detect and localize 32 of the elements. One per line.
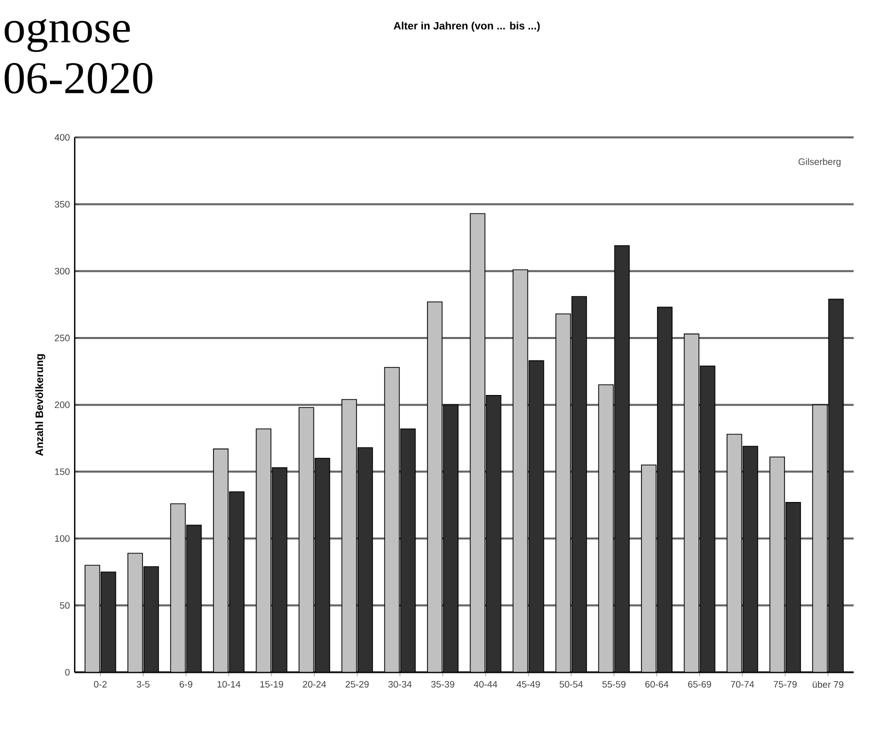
chart-subtitle: 06-2020 — [4, 63, 152, 94]
y-tick-label: 150 — [55, 468, 70, 476]
x-tick-label: 50-54 — [560, 681, 583, 688]
x-tick-label: 15-19 — [260, 681, 284, 688]
annotation: Gilserberg — [798, 158, 841, 168]
y-tick-label: 250 — [54, 334, 70, 342]
x-tick-label: 10-14 — [218, 681, 240, 688]
x-tick-label: 55-59 — [602, 681, 626, 688]
x-tick-label: 40-44 — [474, 681, 498, 688]
y-tick-label: 100 — [55, 535, 70, 542]
x-tick-label: 30-34 — [388, 681, 412, 688]
y-tick-label: 350 — [54, 201, 70, 208]
x-tick-label: 60-64 — [645, 681, 668, 688]
y-axis-title: Anzahl Bevölkerung — [35, 354, 46, 456]
text: Alter in Jahren (von ... bis ...) — [394, 22, 540, 32]
x-tick-label: 20-24 — [302, 681, 326, 688]
y-tick-label: 200 — [54, 402, 70, 408]
x-tick-label: 35-39 — [431, 681, 454, 688]
x-tick-label: über 79 — [812, 681, 844, 688]
chart-title: ognose — [4, 19, 130, 52]
x-tick-label: 3-5 — [136, 681, 150, 688]
x-tick-label: 45-49 — [516, 681, 540, 688]
y-tick-label: 50 — [60, 602, 70, 609]
x-tick-label: 25-29 — [346, 681, 369, 688]
x-tick-label: 6-9 — [180, 681, 192, 688]
y-tick-label: 400 — [54, 134, 70, 141]
x-tick-label: 0-2 — [94, 681, 107, 688]
x-tick-label: 75-79 — [774, 681, 797, 688]
x-tick-label: 70-74 — [730, 681, 754, 688]
x-tick-label: 65-69 — [688, 681, 712, 688]
y-tick-label: 300 — [54, 268, 70, 275]
y-tick-label: 0 — [65, 669, 70, 676]
